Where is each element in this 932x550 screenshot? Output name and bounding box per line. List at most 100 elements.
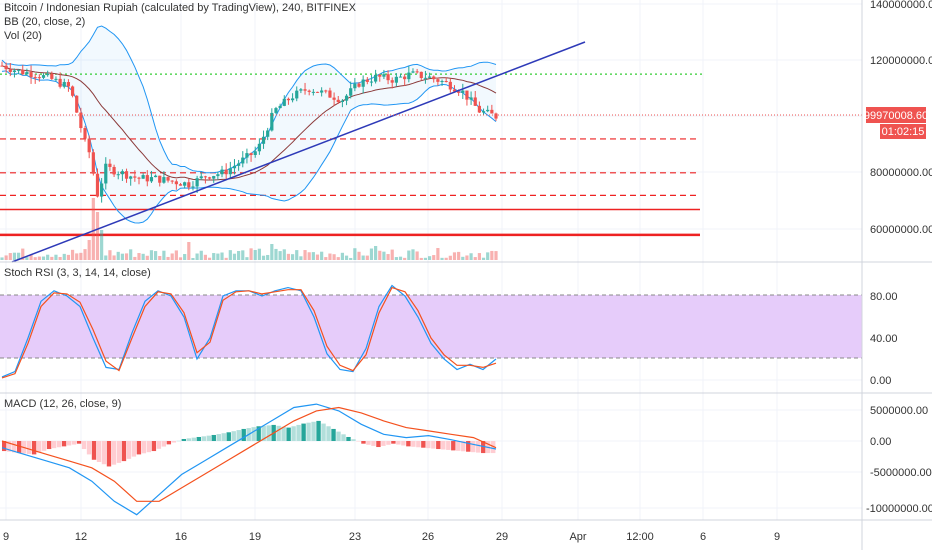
volume-bar — [328, 253, 332, 260]
candle-body — [407, 72, 411, 80]
volume-bar — [83, 249, 87, 260]
time-axis[interactable]: 9 12 16 19 23 26 29 Apr 12:00 6 9 — [3, 531, 780, 543]
volume-bar — [315, 254, 320, 260]
volume-bar — [178, 257, 183, 260]
horizontal-levels — [0, 73, 703, 237]
volume-bar — [432, 255, 436, 260]
candle-body — [307, 90, 311, 92]
macd-histogram-bar — [296, 424, 301, 441]
volume-bar — [104, 255, 108, 260]
macd-histogram-bar — [451, 441, 456, 451]
candle-body — [336, 99, 340, 102]
candle-body — [374, 74, 378, 82]
volume-bar — [174, 250, 178, 260]
macd-histogram-bar — [201, 436, 206, 441]
volume-bar — [303, 250, 307, 260]
macd-histogram-bar — [71, 441, 77, 445]
candle-body — [124, 171, 129, 179]
volume-bar — [141, 253, 145, 260]
price-axis-label: 60000000.00 — [870, 224, 932, 236]
volume-bar — [290, 254, 295, 260]
macd-histogram-bar — [331, 428, 336, 441]
candle-body — [145, 175, 149, 182]
volume-bar — [419, 257, 423, 260]
candle-body — [278, 105, 282, 109]
macd-histogram-bar — [241, 428, 246, 441]
macd-histogram-bar — [446, 441, 451, 450]
candle-body — [378, 74, 382, 77]
candle-body — [207, 177, 212, 179]
volume-bar — [473, 257, 477, 260]
candle-body — [33, 77, 37, 79]
macd-histogram-bar — [286, 427, 291, 441]
volume-bar — [191, 257, 195, 260]
volume-bar — [91, 198, 95, 260]
bb-legend: BB (20, close, 2) — [4, 16, 86, 28]
candle-body — [237, 163, 241, 166]
macd-histogram-bar — [36, 441, 42, 453]
macd-histogram-bar — [41, 441, 47, 451]
volume-bar — [477, 253, 481, 260]
candle-body — [183, 182, 187, 186]
candle-body — [21, 69, 25, 75]
volume-bar — [220, 252, 224, 260]
volume-bar — [465, 255, 469, 260]
macd-histogram-bar — [231, 431, 236, 441]
macd-histogram-bar — [206, 435, 211, 441]
macd-axis-label: -5000000.00 — [870, 467, 932, 479]
volume-bar — [270, 244, 274, 260]
candle-body — [494, 113, 498, 119]
candle-body — [158, 175, 162, 183]
macd-histogram-bar — [121, 441, 127, 462]
candle-body — [191, 186, 195, 188]
candle-body — [282, 98, 286, 106]
candle-body — [340, 100, 345, 102]
volume-bar — [423, 257, 428, 260]
volume-bar — [149, 250, 154, 260]
volume-bar — [224, 257, 228, 260]
countdown-badge — [880, 124, 926, 139]
macd-histogram-bar — [261, 425, 266, 441]
candle-body — [129, 176, 133, 179]
macd-histogram-bar — [131, 441, 137, 457]
price-axis[interactable]: 140000000.00 120000000.00 80000000.00 60000… — [866, 0, 932, 515]
candle-body — [162, 177, 166, 183]
volume-bar — [95, 212, 100, 260]
macd-histogram-bar — [216, 434, 221, 441]
macd-histogram-bar — [406, 441, 411, 447]
stoch-axis-label: 40.00 — [870, 333, 898, 345]
volume-bar — [17, 252, 21, 260]
macd-histogram-bar — [316, 420, 321, 441]
price-axis-label: 120000000.00 — [870, 55, 932, 67]
trend-line[interactable] — [11, 41, 586, 263]
candle-body — [444, 81, 448, 83]
macd-histogram-bar — [136, 441, 142, 455]
volume-bar — [21, 248, 25, 260]
candle-body — [473, 97, 477, 106]
macd-axis-label: 0.00 — [870, 436, 891, 448]
stoch-axis-label: 80.00 — [870, 291, 898, 303]
candle-body — [315, 91, 320, 93]
volume-bar — [12, 252, 17, 260]
candle-body — [224, 169, 228, 175]
time-axis-label: 6 — [700, 531, 706, 543]
macd-histogram-bar — [351, 439, 356, 441]
candle-body — [112, 166, 116, 175]
volume-bar — [295, 250, 299, 260]
candle-body — [83, 128, 87, 139]
volume-bar — [407, 250, 411, 260]
candle-body — [353, 83, 357, 89]
macd-histogram-bar — [341, 434, 346, 441]
macd-histogram-bar — [386, 441, 391, 445]
volume-bar — [274, 248, 278, 260]
candle-body — [457, 91, 461, 93]
time-axis-label: 26 — [422, 531, 434, 543]
candle-body — [170, 180, 174, 182]
volume-bar — [253, 250, 257, 260]
candle-body — [37, 77, 41, 79]
volume-bar — [212, 253, 216, 260]
volume-bar — [137, 253, 141, 260]
candle-body — [324, 90, 328, 92]
candle-body — [212, 176, 216, 179]
